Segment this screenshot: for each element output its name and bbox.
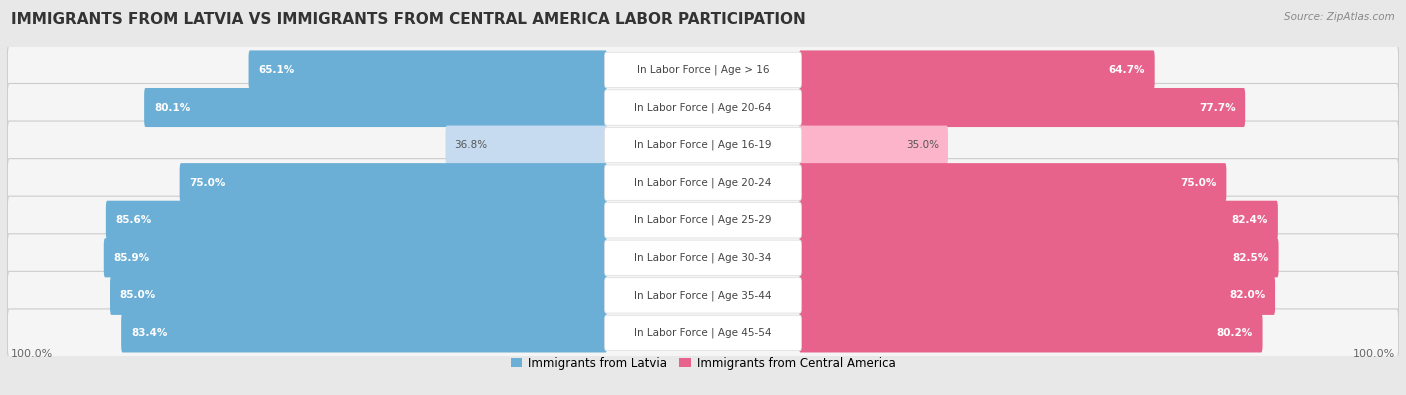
FancyBboxPatch shape bbox=[799, 276, 1275, 315]
FancyBboxPatch shape bbox=[7, 121, 1399, 169]
FancyBboxPatch shape bbox=[605, 315, 801, 351]
Text: 82.5%: 82.5% bbox=[1233, 253, 1268, 263]
FancyBboxPatch shape bbox=[7, 46, 1399, 94]
Text: In Labor Force | Age 30-34: In Labor Force | Age 30-34 bbox=[634, 252, 772, 263]
Text: 100.0%: 100.0% bbox=[10, 349, 53, 359]
FancyBboxPatch shape bbox=[249, 51, 607, 90]
FancyBboxPatch shape bbox=[104, 238, 607, 277]
Text: In Labor Force | Age 45-54: In Labor Force | Age 45-54 bbox=[634, 328, 772, 338]
Legend: Immigrants from Latvia, Immigrants from Central America: Immigrants from Latvia, Immigrants from … bbox=[506, 352, 900, 374]
Text: In Labor Force | Age > 16: In Labor Force | Age > 16 bbox=[637, 65, 769, 75]
Text: 77.7%: 77.7% bbox=[1199, 103, 1236, 113]
FancyBboxPatch shape bbox=[605, 278, 801, 313]
Text: 85.9%: 85.9% bbox=[114, 253, 149, 263]
Text: In Labor Force | Age 35-44: In Labor Force | Age 35-44 bbox=[634, 290, 772, 301]
Text: 85.6%: 85.6% bbox=[115, 215, 152, 225]
Text: 64.7%: 64.7% bbox=[1108, 65, 1144, 75]
Text: 75.0%: 75.0% bbox=[190, 178, 226, 188]
FancyBboxPatch shape bbox=[799, 201, 1278, 240]
FancyBboxPatch shape bbox=[7, 159, 1399, 207]
FancyBboxPatch shape bbox=[799, 238, 1278, 277]
FancyBboxPatch shape bbox=[799, 51, 1154, 90]
Text: 82.0%: 82.0% bbox=[1229, 290, 1265, 300]
FancyBboxPatch shape bbox=[605, 165, 801, 200]
Text: 80.1%: 80.1% bbox=[153, 103, 190, 113]
FancyBboxPatch shape bbox=[605, 90, 801, 125]
Text: IMMIGRANTS FROM LATVIA VS IMMIGRANTS FROM CENTRAL AMERICA LABOR PARTICIPATION: IMMIGRANTS FROM LATVIA VS IMMIGRANTS FRO… bbox=[11, 12, 806, 27]
FancyBboxPatch shape bbox=[121, 313, 607, 352]
Text: 85.0%: 85.0% bbox=[120, 290, 156, 300]
FancyBboxPatch shape bbox=[605, 240, 801, 275]
FancyBboxPatch shape bbox=[605, 203, 801, 238]
FancyBboxPatch shape bbox=[7, 83, 1399, 132]
Text: In Labor Force | Age 20-24: In Labor Force | Age 20-24 bbox=[634, 177, 772, 188]
FancyBboxPatch shape bbox=[145, 88, 607, 127]
FancyBboxPatch shape bbox=[7, 271, 1399, 320]
FancyBboxPatch shape bbox=[799, 88, 1246, 127]
Text: In Labor Force | Age 16-19: In Labor Force | Age 16-19 bbox=[634, 140, 772, 150]
FancyBboxPatch shape bbox=[7, 196, 1399, 244]
Text: 80.2%: 80.2% bbox=[1216, 328, 1253, 338]
Text: 82.4%: 82.4% bbox=[1232, 215, 1268, 225]
FancyBboxPatch shape bbox=[105, 201, 607, 240]
FancyBboxPatch shape bbox=[799, 313, 1263, 352]
FancyBboxPatch shape bbox=[7, 309, 1399, 357]
FancyBboxPatch shape bbox=[799, 126, 948, 165]
FancyBboxPatch shape bbox=[446, 126, 607, 165]
FancyBboxPatch shape bbox=[605, 128, 801, 163]
FancyBboxPatch shape bbox=[180, 163, 607, 202]
Text: 36.8%: 36.8% bbox=[454, 140, 486, 150]
Text: In Labor Force | Age 20-64: In Labor Force | Age 20-64 bbox=[634, 102, 772, 113]
FancyBboxPatch shape bbox=[605, 52, 801, 88]
Text: 83.4%: 83.4% bbox=[131, 328, 167, 338]
FancyBboxPatch shape bbox=[799, 163, 1226, 202]
Text: 75.0%: 75.0% bbox=[1180, 178, 1216, 188]
Text: Source: ZipAtlas.com: Source: ZipAtlas.com bbox=[1284, 12, 1395, 22]
Text: 35.0%: 35.0% bbox=[907, 140, 939, 150]
FancyBboxPatch shape bbox=[7, 234, 1399, 282]
Text: 65.1%: 65.1% bbox=[259, 65, 294, 75]
FancyBboxPatch shape bbox=[110, 276, 607, 315]
Text: In Labor Force | Age 25-29: In Labor Force | Age 25-29 bbox=[634, 215, 772, 226]
Text: 100.0%: 100.0% bbox=[1353, 349, 1396, 359]
